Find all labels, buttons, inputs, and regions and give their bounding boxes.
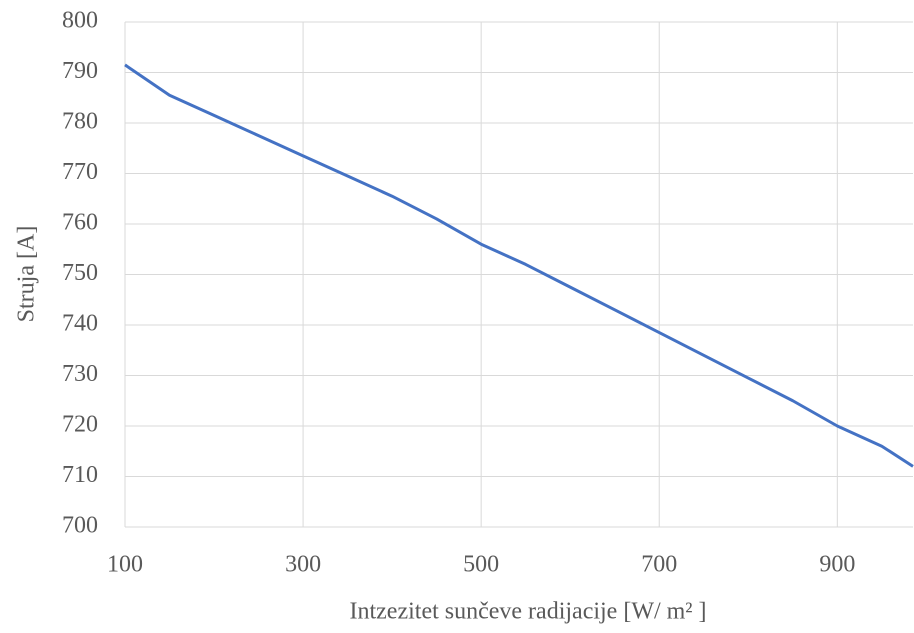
y-axis-label: Struja [A] — [14, 226, 40, 323]
x-tick-label: 900 — [819, 552, 855, 578]
y-tick-label: 770 — [62, 159, 98, 185]
y-tick-label: 760 — [62, 210, 98, 236]
x-tick-label: 700 — [641, 552, 677, 578]
x-tick-label: 500 — [463, 552, 499, 578]
y-tick-label: 730 — [62, 361, 98, 387]
y-tick-label: 710 — [62, 462, 98, 488]
data-line — [124, 63, 914, 468]
y-tick-label: 720 — [62, 412, 98, 438]
y-tick-label: 740 — [62, 311, 98, 337]
y-tick-label: 800 — [62, 8, 98, 34]
y-tick-label: 780 — [62, 109, 98, 135]
y-tick-label: 790 — [62, 58, 98, 84]
y-tick-label: 700 — [62, 513, 98, 539]
x-tick-label: 300 — [285, 552, 321, 578]
x-axis-label: Intzezitet sunčeve radijacije [W/ m² ] — [349, 599, 706, 625]
y-tick-label: 750 — [62, 260, 98, 286]
x-tick-label: 100 — [107, 552, 143, 578]
